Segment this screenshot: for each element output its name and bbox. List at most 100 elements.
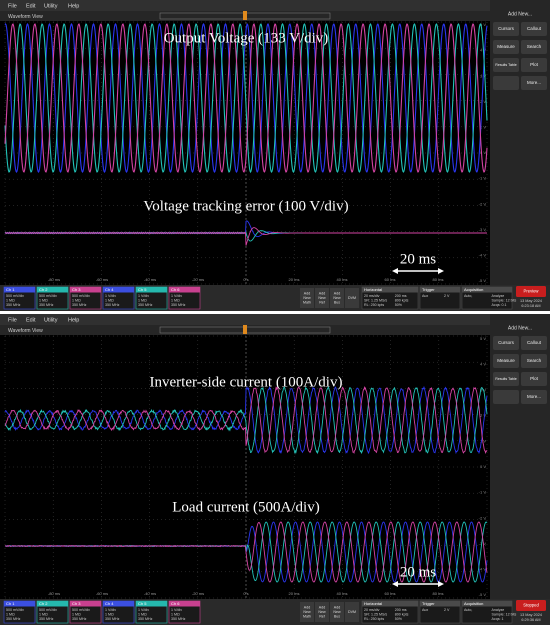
page: File Edit Utility Help Waveform View 5 V4 V3 …	[0, 0, 550, 625]
add-button-label: New	[303, 296, 311, 300]
settings-value: 50%	[395, 617, 403, 621]
settings-value: Aux	[422, 294, 428, 298]
settings-value: RL: 250 kpts	[364, 617, 384, 621]
y-axis-label: -1 V	[479, 490, 487, 495]
y-axis-label: -1 V	[479, 176, 487, 181]
menu-bar	[0, 0, 550, 11]
icon-button[interactable]	[493, 390, 519, 404]
add-button-label: Math	[303, 300, 311, 304]
sidebar-title: Add New...	[508, 325, 532, 331]
settings-title: Trigger	[422, 287, 435, 292]
sidebar-button-label: Measure	[497, 358, 515, 363]
channel-name: Ch 1	[6, 601, 15, 606]
settings-value: Aux	[422, 608, 428, 612]
settings-value: 20 ms/div	[364, 294, 380, 298]
scale-label: 20 ms	[400, 251, 436, 267]
menu-item[interactable]: Edit	[26, 3, 36, 9]
settings-value: Analyze	[492, 294, 505, 298]
sidebar-button-label: Callout	[527, 26, 542, 31]
sidebar-button-label: Plot	[530, 376, 539, 381]
menu-item[interactable]: Help	[68, 317, 79, 323]
settings-value: 800 kpts	[395, 298, 409, 302]
channel-setting: 1 V/div	[138, 294, 149, 298]
channel-setting: 1 MΩ	[72, 298, 81, 302]
channel-setting: 350 MHz	[6, 617, 21, 621]
channel-setting: 500 mV/div	[72, 608, 90, 612]
add-button-label: Math	[303, 614, 311, 618]
icon-button[interactable]	[493, 76, 519, 90]
time-label: -20 ms	[192, 277, 204, 282]
add-button-label: New	[303, 610, 311, 614]
add-button-label: Bus	[334, 614, 340, 618]
add-button-label: Ref	[319, 300, 325, 304]
channel-name: Ch 2	[39, 287, 48, 292]
add-button-label: New	[318, 610, 326, 614]
y-axis-label: 2 V	[480, 99, 486, 104]
channel-setting: 350 MHz	[171, 303, 186, 307]
settings-title: Trigger	[422, 601, 435, 606]
channel-setting: 1 MΩ	[39, 298, 48, 302]
time-label: -60 ms	[96, 277, 108, 282]
add-button-label: DVM	[348, 296, 356, 300]
channel-name: Ch 3	[72, 287, 81, 292]
channel-setting: 350 MHz	[138, 303, 153, 307]
tab-title: Waveform View	[8, 328, 43, 334]
channel-name: Ch 5	[138, 287, 147, 292]
settings-value: Sample: 12 bits	[492, 612, 517, 616]
channel-name: Ch 4	[105, 287, 114, 292]
channel-setting: 350 MHz	[6, 303, 21, 307]
time-label: 0 s	[243, 591, 248, 596]
channel-setting: 500 mV/div	[6, 294, 24, 298]
time: 6:23:18 AM	[521, 304, 540, 308]
time-label: 80 ms	[433, 591, 444, 596]
channel-setting: 500 mV/div	[6, 608, 24, 612]
settings-title: Acquisition	[464, 601, 483, 606]
menu-item[interactable]: File	[8, 3, 17, 9]
add-button-label: DVM	[348, 610, 356, 614]
scope-panel: File Edit Utility HelpWaveform View5 V4 V3 …	[0, 314, 550, 625]
y-axis-label: -3 V	[479, 227, 487, 232]
annotation: Voltage tracking error (100 V/div)	[143, 198, 348, 214]
menu-item[interactable]: Edit	[26, 317, 36, 323]
time-label: 60 ms	[385, 591, 396, 596]
sidebar-button-label: Results Table	[495, 63, 517, 67]
settings-value: 2 V	[444, 294, 450, 298]
settings-value: Auto,	[464, 608, 472, 612]
channel-setting: 1 MΩ	[171, 612, 180, 616]
channel-name: Ch 3	[72, 601, 81, 606]
channel-setting: 500 mV/div	[39, 294, 57, 298]
y-axis-label: -2 V	[479, 201, 487, 206]
channel-name: Ch 6	[171, 601, 180, 606]
time-label: 40 ms	[337, 591, 348, 596]
settings-value: 800 kpts	[395, 612, 409, 616]
channel-setting: 500 mV/div	[39, 608, 57, 612]
time-label: 80 ms	[433, 277, 444, 282]
channel-setting: 350 MHz	[138, 617, 153, 621]
y-axis-label: -4 V	[479, 252, 487, 257]
y-axis-label: 0 V	[480, 464, 486, 469]
date: 13 May 2024	[520, 613, 542, 617]
channel-setting: 1 MΩ	[105, 612, 114, 616]
time-label: 40 ms	[337, 277, 348, 282]
menu-item[interactable]: Utility	[44, 3, 58, 9]
settings-value: 200 ms	[395, 294, 407, 298]
scope-panel: File Edit Utility HelpWaveform View5 V4 V3 …	[0, 0, 550, 311]
time-label: -60 ms	[96, 591, 108, 596]
add-button-label: Ref	[319, 614, 325, 618]
menu-item[interactable]: File	[8, 317, 17, 323]
channel-setting: 1 V/div	[138, 608, 149, 612]
menu-item[interactable]: Utility	[44, 317, 58, 323]
menu-item[interactable]: Help	[68, 3, 79, 9]
run-status: Stopped	[523, 603, 539, 608]
scale-label: 20 ms	[400, 564, 436, 580]
annotation: Output Voltage (133 V/div)	[164, 30, 329, 46]
y-axis-label: -5 V	[479, 278, 487, 283]
channel-setting: 350 MHz	[171, 617, 186, 621]
add-button-label: Bus	[334, 300, 340, 304]
channel-setting: 1 MΩ	[39, 612, 48, 616]
channel-setting: 1 MΩ	[171, 298, 180, 302]
channel-name: Ch 4	[105, 601, 114, 606]
settings-title: Acquisition	[464, 287, 483, 292]
y-axis-label: -2 V	[479, 515, 487, 520]
tab-title: Waveform View	[8, 14, 43, 20]
